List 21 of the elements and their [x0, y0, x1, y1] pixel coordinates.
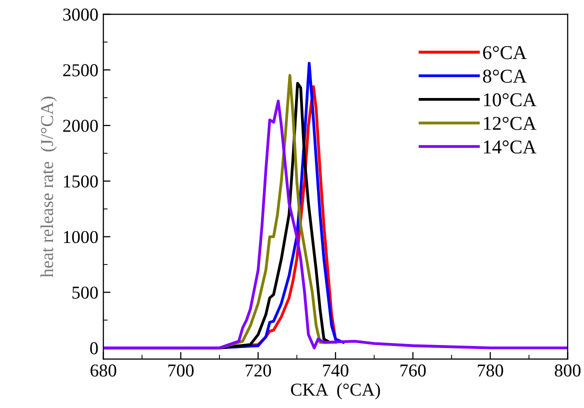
y-tick-label: 3000 — [63, 8, 98, 21]
legend-label: 14°CA — [484, 140, 536, 154]
legend-label: 8°CA — [483, 70, 527, 83]
x-tick-label: 760 — [400, 364, 426, 377]
y-tick-label: 2500 — [63, 64, 98, 76]
legend-label: 12°CA — [484, 116, 536, 130]
x-axis-title: CKA (°CA) — [291, 383, 380, 400]
y-tick-label: 1000 — [64, 230, 98, 244]
x-tick-label: 700 — [168, 364, 194, 377]
y-tick-label: 1500 — [64, 175, 98, 188]
legend-label: 10°CA — [484, 93, 536, 106]
x-tick-label: 720 — [246, 364, 271, 377]
x-tick-label: 800 — [554, 364, 580, 377]
y-axis-title: heat release rate (J/°CA) — [40, 96, 57, 278]
x-tick-label: 680 — [90, 364, 116, 377]
y-tick-label: 500 — [72, 286, 98, 299]
x-tick-label: 780 — [478, 364, 504, 377]
x-tick-label: 740 — [323, 364, 348, 377]
y-tick-label: 2000 — [63, 120, 98, 132]
legend-label: 6°CA — [483, 46, 527, 60]
y-tick-label: 0 — [90, 342, 98, 354]
